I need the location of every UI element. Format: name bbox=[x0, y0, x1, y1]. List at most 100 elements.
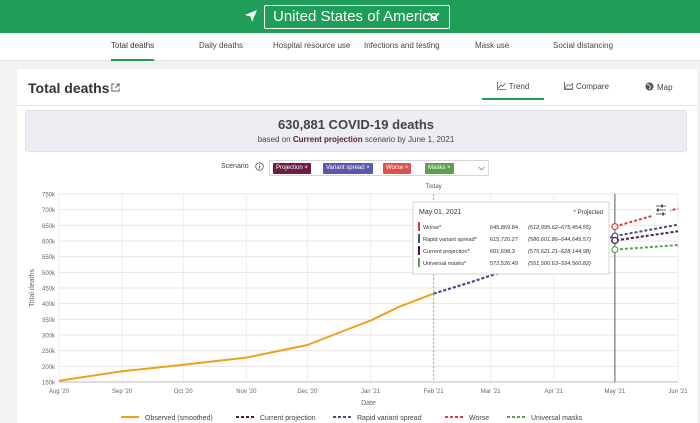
x-tick-label: Oct '20 bbox=[174, 389, 193, 395]
tooltip-value: 601,698.3 bbox=[490, 249, 515, 255]
y-tick-label: 300k bbox=[42, 334, 56, 340]
globe-icon bbox=[645, 82, 654, 91]
legend-label: Current projection bbox=[260, 415, 316, 422]
view-tab-label: Trend bbox=[508, 82, 530, 91]
chart-series bbox=[58, 207, 679, 382]
tooltip-range: (575,621.21–628,144.98) bbox=[528, 249, 591, 255]
country-select-value: United States of America bbox=[273, 8, 439, 25]
chart-axes: 150k 200k 250k 300k 350k 400k 450k 500k 550k 600k… bbox=[29, 184, 688, 407]
scenario-multiselect[interactable]: Projection × Variant spread × Worse × Ma… bbox=[269, 160, 489, 176]
tab-hospital-resource-use[interactable]: Hospital resource use bbox=[273, 33, 350, 61]
tooltip-value: 572,526.49 bbox=[490, 261, 518, 267]
panel-divider bbox=[17, 105, 697, 106]
legend-label: Universal masks bbox=[531, 415, 583, 422]
tooltip-value: 645,869.84 bbox=[490, 225, 518, 231]
summary-scenario: Current projection bbox=[292, 135, 363, 144]
settings-icon-knob bbox=[657, 208, 659, 212]
tooltip-range: (612,995.62–675,454.55) bbox=[528, 225, 591, 231]
tab-label: Mask use bbox=[475, 41, 510, 50]
y-tick-label: 250k bbox=[42, 349, 56, 355]
chip-projection[interactable]: Projection × bbox=[273, 163, 311, 174]
tooltip-swatch bbox=[418, 246, 420, 255]
x-tick-label: May '21 bbox=[604, 389, 625, 395]
scenario-label: Scenario bbox=[221, 163, 249, 170]
chevron-down-icon bbox=[428, 12, 440, 21]
view-tab-label: Map bbox=[657, 83, 673, 92]
settings-icon-knob bbox=[661, 204, 663, 208]
y-tick-label: 350k bbox=[42, 318, 56, 324]
chart-settings-icon[interactable] bbox=[652, 202, 670, 218]
tooltip-value: 615,720.27 bbox=[490, 237, 518, 243]
deaths-headline: 630,881 COVID-19 deaths bbox=[277, 117, 435, 132]
series-line bbox=[58, 292, 435, 382]
page-title: Total deaths bbox=[28, 80, 110, 96]
tab-label: Infections and testing bbox=[364, 41, 440, 50]
country-select[interactable]: United States of America bbox=[264, 5, 450, 29]
tab-daily-deaths[interactable]: Daily deaths bbox=[199, 33, 243, 61]
total-deaths-panel: Total deaths Trend Compare Map 630,881 C… bbox=[17, 69, 697, 423]
area-chart-icon bbox=[564, 82, 573, 90]
view-tab-trend[interactable]: Trend bbox=[482, 82, 544, 100]
tab-infections-and-testing[interactable]: Infections and testing bbox=[364, 33, 440, 61]
y-tick-label: 450k bbox=[42, 287, 56, 293]
tooltip-swatch bbox=[418, 234, 420, 243]
chart-markers bbox=[611, 223, 619, 254]
tooltip-box bbox=[412, 201, 610, 275]
legend-label: Rapid variant spread bbox=[357, 415, 422, 422]
view-tab-label: Compare bbox=[576, 82, 609, 91]
chart-tooltip: May 01, 2021 * Projected Worse* 645,869.84 (… bbox=[412, 201, 670, 275]
tooltip-date: May 01, 2021 bbox=[419, 209, 462, 216]
tooltip-series-label: Current projection* bbox=[423, 249, 470, 255]
navigation-arrow-icon bbox=[245, 10, 257, 22]
y-tick-label: 500k bbox=[42, 271, 56, 277]
tab-mask-use[interactable]: Mask use bbox=[475, 33, 509, 61]
chip-worse[interactable]: Worse × bbox=[383, 163, 412, 174]
chevron-down-icon[interactable] bbox=[478, 165, 485, 172]
view-tab-map[interactable]: Map bbox=[645, 82, 673, 92]
x-tick-label: Jan '21 bbox=[361, 389, 381, 395]
x-axis-title: Date bbox=[361, 400, 376, 407]
data-point-marker bbox=[611, 223, 619, 231]
settings-icon-knob bbox=[662, 212, 664, 216]
data-point-marker bbox=[611, 236, 619, 245]
y-tick-label: 650k bbox=[42, 224, 56, 230]
series-line bbox=[614, 244, 679, 251]
tab-total-deaths[interactable]: Total deaths bbox=[111, 33, 155, 61]
view-tab-compare[interactable]: Compare bbox=[564, 82, 609, 91]
y-tick-label: 550k bbox=[42, 255, 56, 261]
tooltip-range: (586,601.86–644,649.57) bbox=[528, 237, 591, 243]
data-point-marker bbox=[611, 246, 619, 254]
legend-label: Worse bbox=[469, 415, 489, 422]
summary-suffix: scenario by June 1, 2021 bbox=[364, 135, 455, 144]
series-line bbox=[614, 207, 679, 228]
top-bar: United States of America bbox=[0, 0, 700, 33]
x-tick-label: Apr '21 bbox=[544, 389, 563, 395]
tooltip-swatch bbox=[418, 222, 420, 231]
external-link-icon[interactable] bbox=[111, 83, 120, 92]
info-icon[interactable] bbox=[255, 162, 264, 171]
tooltip-note: * Projected bbox=[574, 210, 603, 216]
chip-variant-spread[interactable]: Variant spread × bbox=[323, 163, 373, 174]
summary-box: 630,881 COVID-19 deaths based on Current… bbox=[25, 110, 687, 152]
x-tick-label: Feb '21 bbox=[424, 389, 444, 395]
legend-label: Observed (smoothed) bbox=[145, 415, 213, 422]
chip-masks[interactable]: Masks × bbox=[425, 163, 454, 174]
summary-subtitle: based on Current projection scenario by … bbox=[26, 135, 686, 144]
tab-label: Total deaths bbox=[111, 41, 155, 50]
tab-label: Social distancing bbox=[553, 41, 614, 50]
tooltip-swatch bbox=[418, 258, 420, 267]
tab-social-distancing[interactable]: Social distancing bbox=[553, 33, 613, 61]
tooltip-series-label: Worse* bbox=[423, 225, 442, 231]
tooltip-series-label: Rapid variant spread* bbox=[423, 237, 478, 243]
y-tick-label: 600k bbox=[42, 240, 56, 246]
y-tick-label: 700k bbox=[42, 208, 56, 214]
line-chart-icon bbox=[496, 82, 506, 90]
y-tick-label: 400k bbox=[42, 302, 56, 308]
y-axis-title: Total deaths bbox=[29, 269, 36, 307]
summary-prefix: based on bbox=[257, 135, 291, 144]
chart-legend: Observed (smoothed) Current projection Rap… bbox=[121, 415, 583, 422]
x-tick-label: Mar '21 bbox=[481, 389, 501, 395]
series-line bbox=[433, 223, 679, 295]
tab-label: Hospital resource use bbox=[273, 41, 351, 50]
